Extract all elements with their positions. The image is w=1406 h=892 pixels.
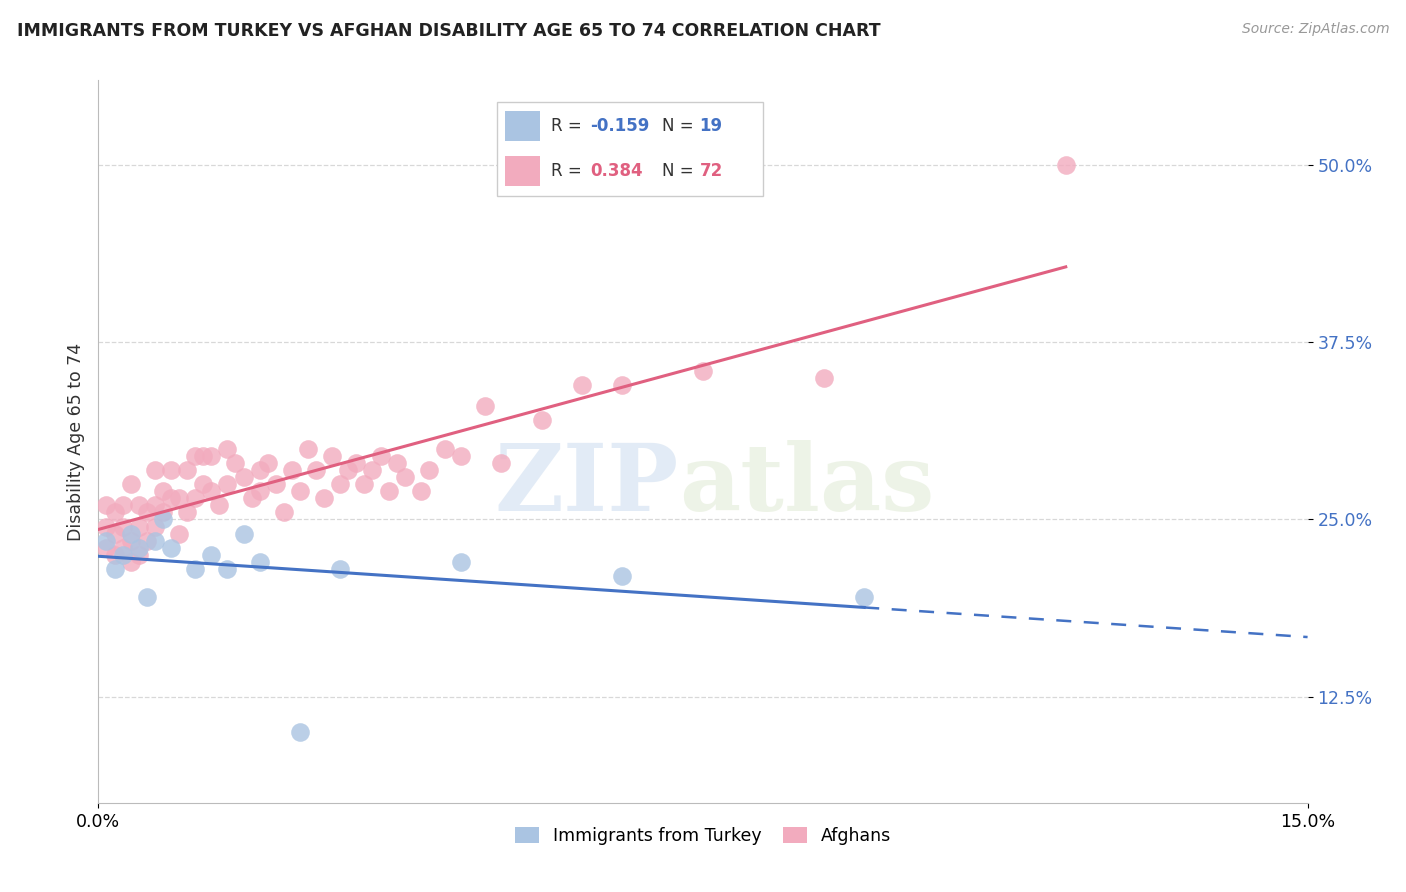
Point — [167, 526, 190, 541]
Point — [434, 442, 457, 456]
Point — [143, 463, 166, 477]
Point — [337, 463, 360, 477]
Point — [321, 449, 343, 463]
Point — [96, 533, 118, 548]
Point — [167, 491, 190, 506]
Point — [160, 463, 183, 477]
Point — [385, 456, 408, 470]
Point — [128, 548, 150, 562]
Point — [111, 548, 134, 562]
Point — [143, 533, 166, 548]
Point — [152, 505, 174, 519]
Point — [135, 591, 157, 605]
Point — [96, 541, 118, 555]
Point — [143, 498, 166, 512]
Point — [96, 498, 118, 512]
Point — [176, 463, 198, 477]
Point — [240, 491, 263, 506]
Point — [450, 555, 472, 569]
Point — [152, 512, 174, 526]
Point — [128, 541, 150, 555]
Point — [103, 526, 125, 541]
Point — [103, 562, 125, 576]
Point — [288, 484, 311, 499]
Point — [305, 463, 328, 477]
Point — [273, 505, 295, 519]
Point — [111, 519, 134, 533]
Point — [281, 463, 304, 477]
Point — [96, 519, 118, 533]
Point — [256, 456, 278, 470]
Point — [329, 477, 352, 491]
Point — [200, 449, 222, 463]
Point — [103, 548, 125, 562]
Point — [160, 541, 183, 555]
Point — [120, 555, 142, 569]
Point — [193, 449, 215, 463]
Point — [143, 519, 166, 533]
Point — [329, 562, 352, 576]
Point — [208, 498, 231, 512]
Point — [370, 449, 392, 463]
Point — [612, 377, 634, 392]
Point — [217, 477, 239, 491]
Point — [103, 505, 125, 519]
Point — [200, 484, 222, 499]
Text: ZIP: ZIP — [495, 440, 679, 530]
Point — [249, 555, 271, 569]
Point — [264, 477, 287, 491]
Point — [418, 463, 440, 477]
Point — [353, 477, 375, 491]
Point — [120, 477, 142, 491]
Point — [297, 442, 319, 456]
Point — [135, 505, 157, 519]
Point — [200, 548, 222, 562]
Point — [249, 484, 271, 499]
Point — [249, 463, 271, 477]
Point — [135, 533, 157, 548]
Point — [224, 456, 246, 470]
Point — [120, 533, 142, 548]
Point — [232, 470, 254, 484]
Point — [377, 484, 399, 499]
Point — [120, 526, 142, 541]
Point — [152, 484, 174, 499]
Point — [692, 364, 714, 378]
Point — [394, 470, 416, 484]
Point — [184, 562, 207, 576]
Legend: Immigrants from Turkey, Afghans: Immigrants from Turkey, Afghans — [508, 820, 898, 852]
Point — [612, 569, 634, 583]
Point — [450, 449, 472, 463]
Point — [571, 377, 593, 392]
Point — [111, 498, 134, 512]
Point — [232, 526, 254, 541]
Point — [474, 399, 496, 413]
Point — [813, 371, 835, 385]
Point — [193, 477, 215, 491]
Text: atlas: atlas — [679, 440, 934, 530]
Point — [184, 491, 207, 506]
Point — [314, 491, 336, 506]
Point — [128, 519, 150, 533]
Point — [344, 456, 367, 470]
Point — [409, 484, 432, 499]
Point — [184, 449, 207, 463]
Point — [1054, 158, 1077, 172]
Point — [530, 413, 553, 427]
Point — [288, 725, 311, 739]
Point — [491, 456, 513, 470]
Point — [128, 498, 150, 512]
Point — [217, 562, 239, 576]
Point — [160, 491, 183, 506]
Point — [853, 591, 876, 605]
Point — [176, 505, 198, 519]
Point — [111, 541, 134, 555]
Text: IMMIGRANTS FROM TURKEY VS AFGHAN DISABILITY AGE 65 TO 74 CORRELATION CHART: IMMIGRANTS FROM TURKEY VS AFGHAN DISABIL… — [17, 22, 880, 40]
Y-axis label: Disability Age 65 to 74: Disability Age 65 to 74 — [66, 343, 84, 541]
Point — [361, 463, 384, 477]
Point — [217, 442, 239, 456]
Text: Source: ZipAtlas.com: Source: ZipAtlas.com — [1241, 22, 1389, 37]
